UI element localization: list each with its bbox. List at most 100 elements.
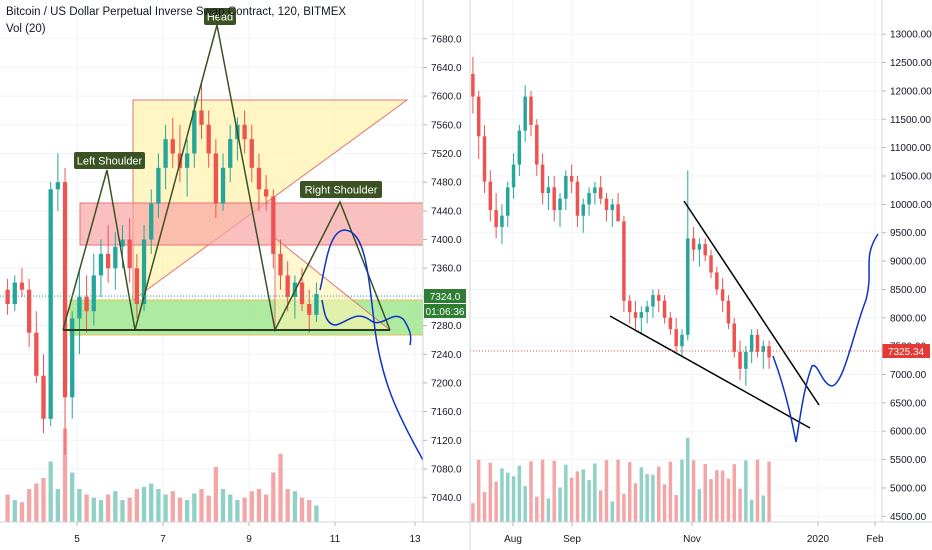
volume-bar <box>91 497 96 522</box>
y-tick-label: 7280.0 <box>431 321 462 332</box>
svg-text:Head: Head <box>207 12 233 24</box>
y-tick-label: 11000.00 <box>890 143 931 154</box>
candle-body <box>48 189 53 419</box>
wedge-lower-line <box>609 315 811 429</box>
svg-text:01:06:36: 01:06:36 <box>426 307 465 318</box>
candle-body <box>645 306 649 313</box>
volume-bar <box>674 494 678 522</box>
svg-text:Left Shoulder: Left Shoulder <box>77 156 143 168</box>
right-time-axis[interactable]: Aug Sep Nov 2020 Feb <box>504 522 884 545</box>
right-grid <box>470 0 882 522</box>
right-price-badge: 7325.34 <box>882 344 930 358</box>
y-tick-label: 8000.00 <box>890 313 927 324</box>
y-tick-label: 10500.00 <box>890 171 932 182</box>
volume-bar <box>720 470 725 522</box>
y-tick-label: 7160.0 <box>431 407 462 418</box>
candle-body <box>627 300 632 313</box>
candle-body <box>575 181 580 216</box>
volume-bar <box>177 497 183 522</box>
left-price-axis[interactable]: 7040.0 7080.0 7120.0 7160.0 7200.0 7240.0 7280… <box>423 34 462 504</box>
volume-bar <box>575 471 580 522</box>
candle-body <box>41 375 46 419</box>
volume-bar <box>744 460 748 522</box>
y-tick-label: 4500.00 <box>890 512 927 523</box>
volume-bar <box>314 505 319 522</box>
candle-body <box>256 167 262 190</box>
candle-body <box>517 130 522 165</box>
volume-bar <box>587 480 591 522</box>
candle-body <box>657 295 661 301</box>
candle-body <box>587 193 591 205</box>
volume-bar <box>192 493 197 522</box>
y-tick-label: 7240.0 <box>431 350 462 361</box>
left-time-axis[interactable]: 5 7 9 11 13 <box>74 522 421 545</box>
candle-body <box>134 268 140 305</box>
volume-bar <box>639 467 644 522</box>
y-tick-label: 7000.00 <box>890 370 927 381</box>
candle-body <box>616 204 620 222</box>
volume-bar <box>564 464 568 522</box>
volume-bar <box>645 473 649 522</box>
volume-indicator-label[interactable]: Vol (20) <box>6 23 46 35</box>
candle-body <box>213 153 219 204</box>
candle-body <box>105 253 111 269</box>
candle-body <box>546 187 551 194</box>
candle-body <box>156 167 161 204</box>
volume-bar <box>598 490 603 522</box>
volume-bar <box>610 501 615 522</box>
volume-bar <box>569 477 574 522</box>
volume-bar <box>256 489 262 522</box>
candle-body <box>199 110 204 125</box>
volume-bar <box>235 500 240 522</box>
candle-body <box>529 96 533 125</box>
volume-bar <box>593 463 597 522</box>
right-shoulder-label: Right Shoulder <box>300 181 382 198</box>
volume-bar <box>523 485 527 522</box>
candle-body <box>610 204 615 211</box>
x-tick-label: Sep <box>563 534 581 545</box>
volume-bar <box>517 465 522 522</box>
volume-bar <box>697 489 702 522</box>
volume-bar <box>263 494 269 522</box>
left-shoulder-label: Left Shoulder <box>74 152 145 169</box>
volume-bar <box>552 460 556 522</box>
volume-bar <box>213 467 219 522</box>
head-label: Head <box>204 8 236 25</box>
volume-bar <box>242 497 247 522</box>
chart-title: Bitcoin / US Dollar Perpetual Inverse Sw… <box>6 6 347 18</box>
volume-bar <box>691 460 696 522</box>
volume-bar <box>278 453 283 522</box>
volume-bar <box>749 499 754 522</box>
candle-body <box>633 312 638 318</box>
volume-bar <box>285 489 290 522</box>
y-tick-label: 12500.00 <box>890 58 932 69</box>
volume-bar <box>149 483 154 522</box>
candle-body <box>70 318 75 398</box>
candle-body <box>62 182 68 398</box>
candle-body <box>651 295 655 307</box>
volume-bar <box>141 486 147 522</box>
volume-bar <box>755 459 760 522</box>
candle-body <box>113 246 118 269</box>
candle-body <box>749 334 754 352</box>
volume-bar <box>292 491 298 522</box>
candle-body <box>307 304 312 315</box>
volume-bar <box>48 461 53 522</box>
candle-body <box>500 215 504 228</box>
x-tick-label: 13 <box>409 534 421 545</box>
candle-body <box>163 139 168 168</box>
candle-body <box>77 296 82 319</box>
candle-body <box>604 198 609 211</box>
candle-body <box>668 317 673 330</box>
candle-body <box>697 244 702 250</box>
y-tick-label: 7080.0 <box>431 464 462 475</box>
candle-body <box>12 282 17 305</box>
y-tick-label: 7400.0 <box>431 235 462 246</box>
volume-bar <box>535 496 539 522</box>
candle-body <box>674 329 678 347</box>
volume-bar <box>703 463 707 522</box>
candle-body <box>564 175 568 199</box>
y-tick-label: 7560.0 <box>431 120 462 131</box>
candle-body <box>703 244 707 256</box>
